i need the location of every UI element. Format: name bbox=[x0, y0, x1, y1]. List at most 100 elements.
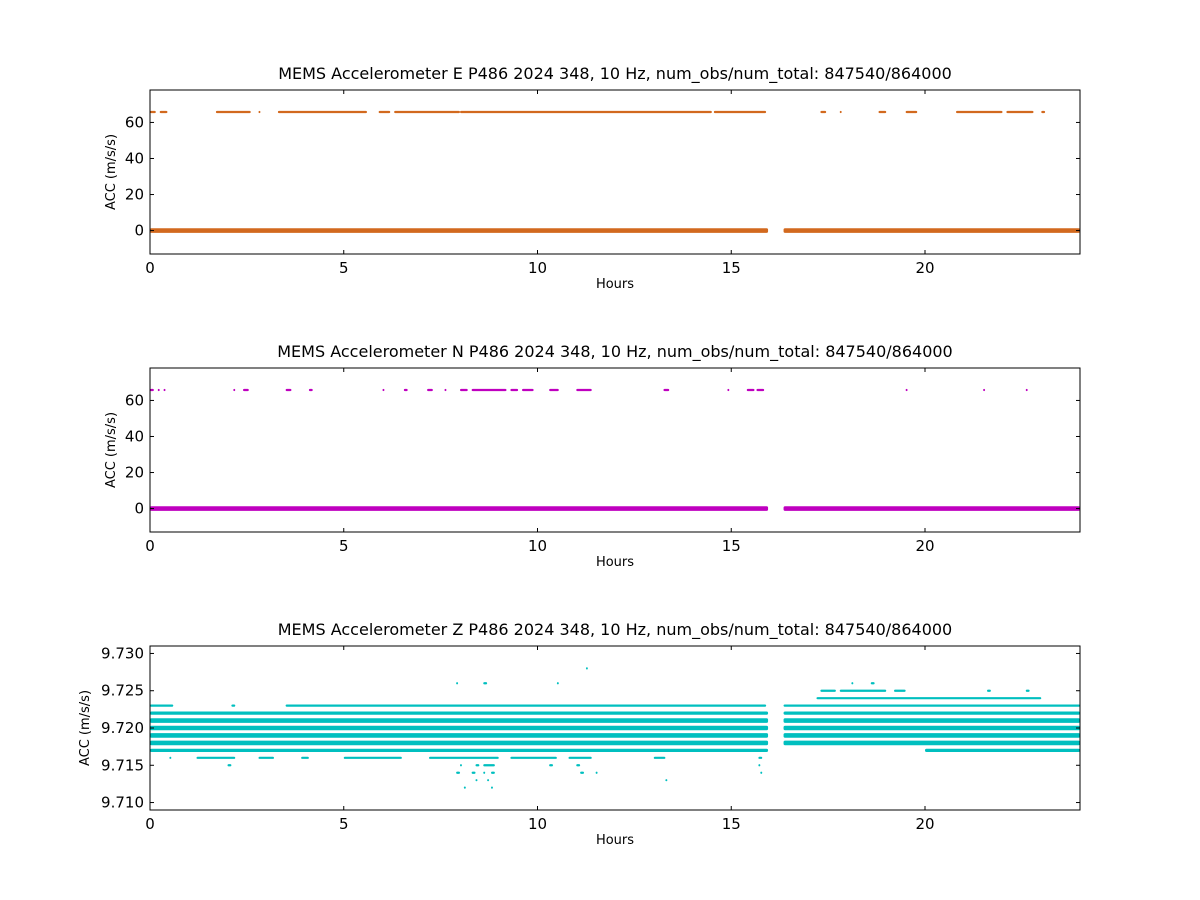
data-point-segment bbox=[905, 388, 908, 392]
data-point-segment bbox=[549, 388, 559, 392]
y-tick-label: 20 bbox=[125, 464, 144, 482]
data-point-segment bbox=[301, 756, 309, 759]
data-point-segment bbox=[783, 725, 1080, 731]
data-point-segment bbox=[471, 771, 476, 774]
data-point-segment bbox=[851, 682, 854, 685]
data-point-segment bbox=[460, 764, 462, 767]
data-point-segment bbox=[427, 388, 433, 392]
data-point-segment bbox=[783, 711, 1080, 715]
data-point-segment bbox=[510, 388, 519, 392]
series-level bbox=[475, 779, 668, 782]
data-point-segment bbox=[783, 740, 1080, 746]
data-point-segment bbox=[231, 704, 236, 707]
data-point-segment bbox=[394, 110, 461, 114]
data-point-segment bbox=[713, 110, 767, 114]
y-tick-label: 0 bbox=[134, 500, 144, 518]
data-point-segment bbox=[576, 764, 581, 767]
chart-title: MEMS Accelerometer N P486 2024 348, 10 H… bbox=[277, 342, 952, 362]
data-point-segment bbox=[150, 725, 769, 731]
y-axis-label: ACC (m/s/s) bbox=[104, 134, 119, 210]
chart-title: MEMS Accelerometer Z P486 2024 348, 10 H… bbox=[278, 620, 952, 640]
series-level bbox=[150, 740, 1080, 746]
data-point-segment bbox=[233, 388, 236, 392]
data-point-segment bbox=[463, 786, 466, 789]
data-point-segment bbox=[169, 756, 172, 759]
x-axis-label: Hours bbox=[596, 833, 634, 848]
y-tick-label: 60 bbox=[125, 391, 144, 409]
data-point-segment bbox=[475, 764, 480, 767]
data-point-segment bbox=[429, 756, 499, 759]
data-point-segment bbox=[444, 388, 447, 392]
data-point-segment bbox=[556, 682, 559, 685]
y-axis-label: ACC (m/s/s) bbox=[78, 690, 93, 766]
data-point-segment bbox=[783, 704, 1080, 707]
data-point-segment bbox=[456, 771, 461, 774]
data-point-segment bbox=[159, 110, 168, 114]
data-point-segment bbox=[783, 506, 1080, 511]
data-point-segment bbox=[760, 771, 763, 774]
y-tick-label: 9.710 bbox=[101, 794, 144, 812]
data-point-segment bbox=[285, 388, 292, 392]
data-point-segment bbox=[460, 110, 712, 114]
data-point-segment bbox=[870, 682, 875, 685]
y-tick-label: 9.730 bbox=[101, 644, 144, 662]
chart-3: 0 5 10 15 20 9.710 9.715 9.720 9.725 9.730 MEMS Ac… bbox=[78, 620, 1081, 848]
series-level bbox=[150, 228, 1080, 233]
y-tick-label: 9.725 bbox=[101, 682, 144, 700]
x-tick-label: 15 bbox=[722, 815, 741, 833]
data-point-segment bbox=[483, 771, 486, 774]
data-point-segment bbox=[308, 388, 313, 392]
data-point-segment bbox=[653, 756, 666, 759]
chart-1: 0 5 10 15 20 0 20 40 60 MEMS Accelerometer E P486… bbox=[104, 64, 1081, 292]
data-point-segment bbox=[1025, 388, 1028, 392]
data-point-segment bbox=[549, 764, 554, 767]
series-level bbox=[456, 682, 875, 685]
data-point-segment bbox=[285, 704, 767, 707]
y-tick-label: 40 bbox=[125, 149, 144, 167]
data-point-segment bbox=[460, 388, 468, 392]
x-axis-label: Hours bbox=[596, 555, 634, 570]
y-tick-label: 9.720 bbox=[101, 719, 144, 737]
data-point-segment bbox=[277, 110, 368, 114]
data-point-segment bbox=[595, 771, 598, 774]
data-point-segment bbox=[839, 689, 887, 692]
data-point-segment bbox=[820, 689, 836, 692]
data-point-segment bbox=[727, 388, 730, 392]
data-point-segment bbox=[382, 388, 385, 392]
x-tick-label: 15 bbox=[722, 537, 741, 555]
data-point-segment bbox=[258, 110, 261, 114]
data-point-segment bbox=[150, 711, 769, 715]
data-point-segment bbox=[585, 667, 588, 670]
y-axis-label: ACC (m/s/s) bbox=[104, 412, 119, 488]
plot-area bbox=[150, 110, 1080, 233]
data-point-segment bbox=[215, 110, 251, 114]
data-point-segment bbox=[839, 110, 842, 114]
data-point-segment bbox=[905, 110, 918, 114]
series-level bbox=[150, 704, 1080, 707]
chart-title: MEMS Accelerometer E P486 2024 348, 10 H… bbox=[278, 64, 952, 84]
data-point-segment bbox=[258, 756, 274, 759]
data-point-segment bbox=[483, 764, 495, 767]
series-level bbox=[150, 506, 1080, 511]
data-point-segment bbox=[756, 388, 765, 392]
data-point-segment bbox=[576, 388, 592, 392]
data-point-segment bbox=[243, 388, 249, 392]
data-point-segment bbox=[471, 388, 507, 392]
data-point-segment bbox=[1041, 110, 1046, 114]
data-point-segment bbox=[491, 771, 495, 774]
x-tick-label: 5 bbox=[339, 259, 349, 277]
data-point-segment bbox=[816, 697, 1042, 700]
data-point-segment bbox=[983, 388, 986, 392]
series-level bbox=[227, 764, 761, 767]
x-tick-label: 10 bbox=[528, 815, 547, 833]
data-point-segment bbox=[456, 682, 459, 685]
axes-frame bbox=[149, 89, 1081, 255]
data-point-segment bbox=[783, 718, 1080, 723]
data-point-segment bbox=[522, 388, 534, 392]
x-tick-label: 10 bbox=[528, 537, 547, 555]
data-point-segment bbox=[403, 388, 408, 392]
series-level bbox=[150, 110, 1046, 114]
y-tick-label: 40 bbox=[125, 427, 144, 445]
data-point-segment bbox=[1006, 110, 1034, 114]
data-point-segment bbox=[150, 110, 156, 114]
